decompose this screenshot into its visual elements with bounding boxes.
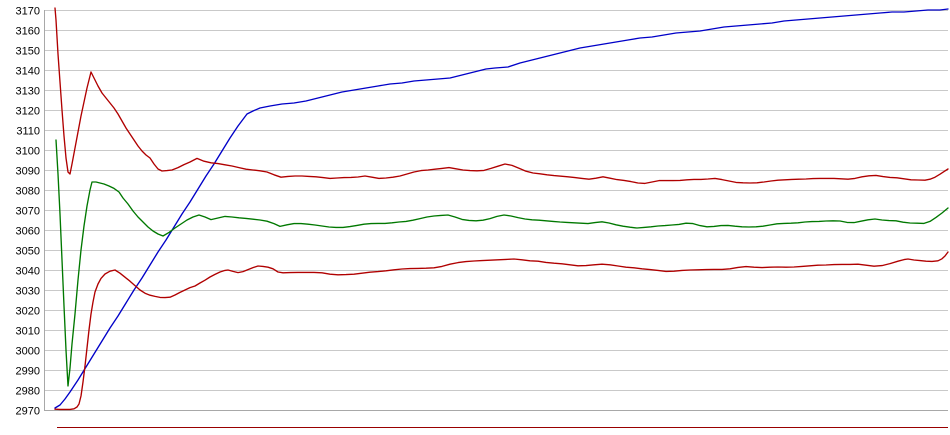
y-axis-tick-label: 3120: [16, 106, 40, 118]
y-axis-tick-label: 2990: [16, 366, 40, 378]
series-blue-rising-line: [54, 8, 949, 409]
y-axis-tick-label: 3050: [16, 246, 40, 258]
y-axis-tick-label: 2980: [16, 386, 40, 398]
y-axis-tick-label: 3170: [16, 6, 40, 18]
y-axis-tick-label: 3080: [16, 186, 40, 198]
series-lower-red-line: [54, 251, 949, 411]
y-axis-tick-label: 3140: [16, 66, 40, 78]
y-axis-tick-label: 3130: [16, 86, 40, 98]
y-axis-tick-label: 3150: [16, 46, 40, 58]
y-axis-tick-label: 2970: [16, 406, 40, 418]
y-axis-tick-label: 3060: [16, 226, 40, 238]
y-axis-tick-label: 3160: [16, 26, 40, 38]
series-green-line: [55, 139, 949, 387]
y-axis-tick-label: 3110: [16, 126, 40, 138]
y-axis-tick-label: 3030: [16, 286, 40, 298]
series-upper-red-line: [54, 7, 949, 185]
y-axis-tick-label: 3020: [16, 306, 40, 318]
y-axis-tick-label: 3010: [16, 326, 40, 338]
y-axis-tick-label: 3000: [16, 346, 40, 358]
y-axis-tick-label: 3100: [16, 146, 40, 158]
y-axis-tick-label: 3070: [16, 206, 40, 218]
y-axis-tick-label: 3090: [16, 166, 40, 178]
y-axis-tick-label: 3040: [16, 266, 40, 278]
